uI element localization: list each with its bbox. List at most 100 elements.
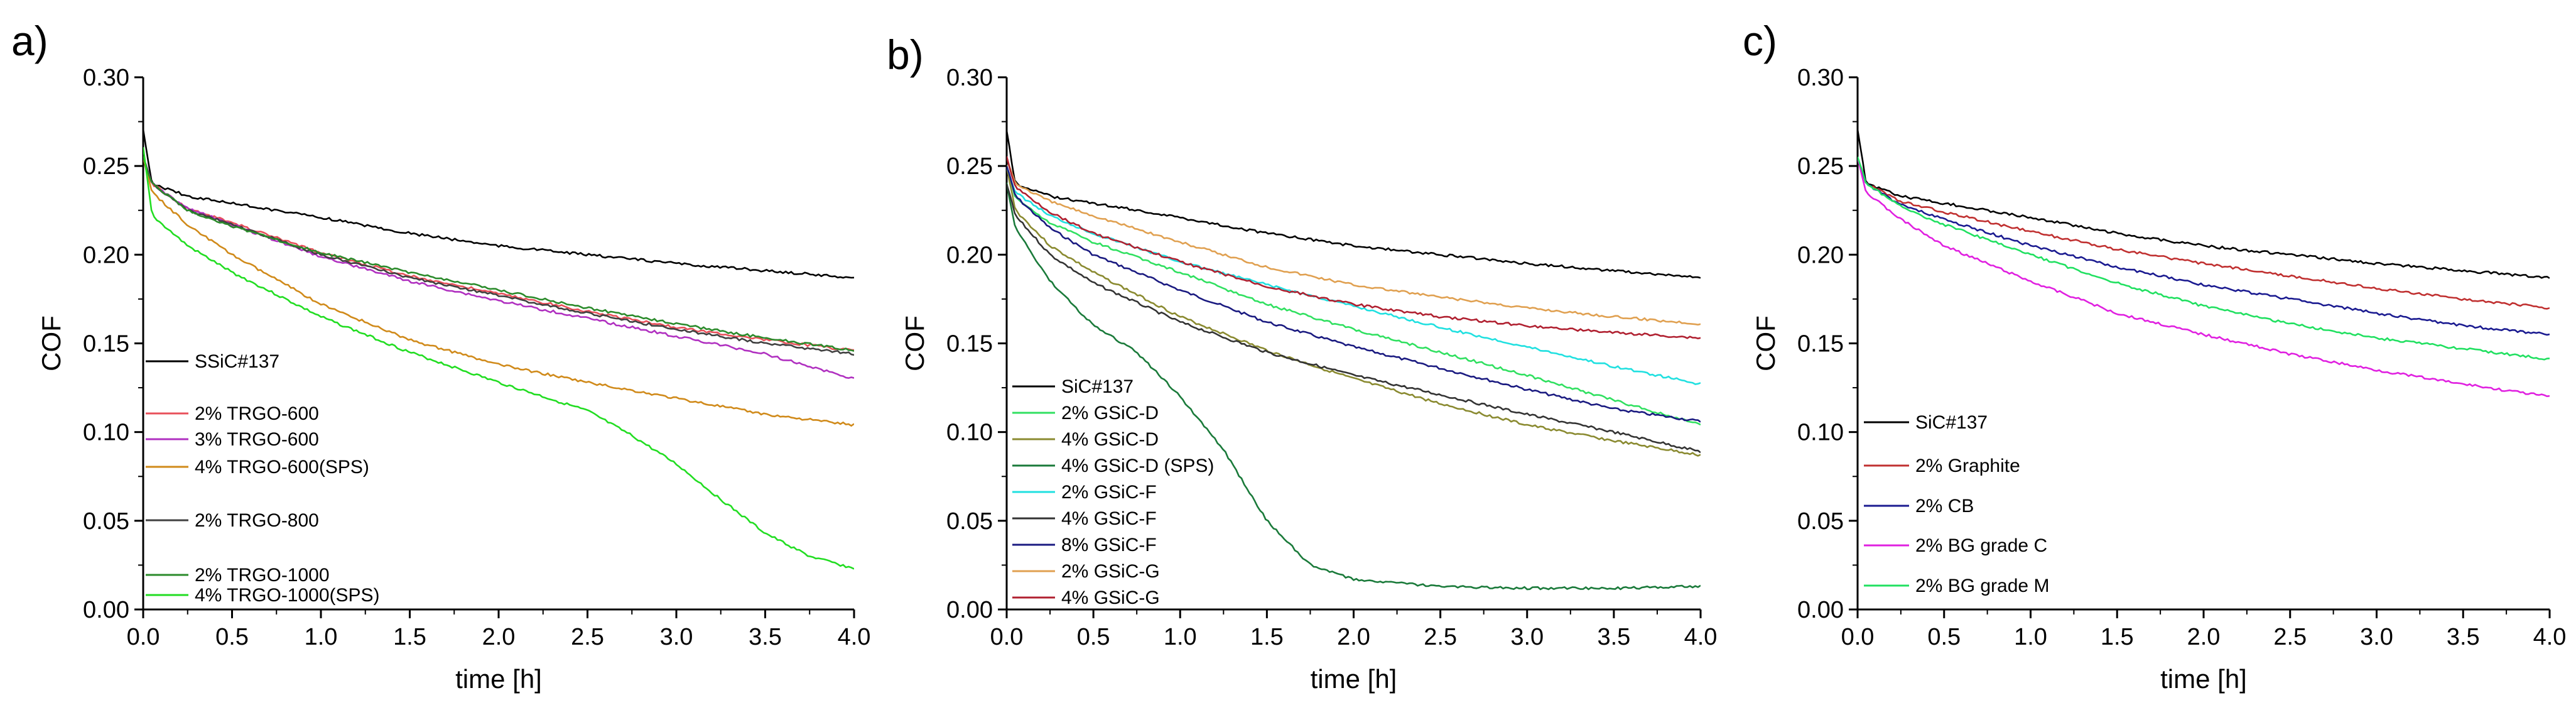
x-tick-label: 3.5 [2447,624,2480,650]
x-tick-label: 2.0 [482,624,516,650]
panel-label: b) [887,31,924,78]
chart-panel-2: b) 0.00 0.05 0.10 0.15 0.20 0.25 0.30 0.0 0.5 1.0 1… [887,31,1717,694]
x-tick-label: 4.0 [838,624,871,650]
y-tick-label: 0.00 [1797,597,1844,623]
legend-entry: SiC#137 [1915,412,1988,433]
series-line-2-gsic-d [1007,165,1701,426]
y-tick-label: 0.15 [83,331,129,358]
legend-entry: 4% GSiC-G [1061,587,1160,608]
series-line-2-graphite [1858,158,2550,310]
legend-entry: 4% TRGO-1000(SPS) [195,585,380,606]
legend-entry: 4% GSiC-D (SPS) [1061,456,1214,476]
series-line-4-trgo-600-sps- [143,157,854,427]
x-tick-label: 1.5 [2101,624,2134,650]
x-tick-label: 2.5 [2273,624,2307,650]
legend-entry: 4% TRGO-600(SPS) [195,457,369,478]
legend-entry: 2% BG grade C [1915,535,2047,556]
series-line-2-gsic-f [1007,167,1701,385]
x-tick-label: 1.0 [2014,624,2047,650]
y-axis-title: COF [36,315,66,371]
x-tick-label: 0.5 [215,624,249,650]
chart-panel-3: c) 0.00 0.05 0.10 0.15 0.20 0.25 0.30 0.0 0.5 1.0 1… [1743,18,2566,694]
x-tick-label: 3.0 [660,624,693,650]
legend-entry: 2% TRGO-800 [195,510,319,531]
x-tick-label: 3.5 [749,624,782,650]
series-line-3-trgo-600 [143,157,854,380]
y-tick-label: 0.25 [83,153,129,180]
panel-label: c) [1743,18,1777,64]
legend-entry: SSiC#137 [195,351,279,372]
y-tick-label: 0.05 [1797,508,1844,535]
x-tick-label: 0.0 [1841,624,1875,650]
legend-entry: 4% GSiC-F [1061,508,1157,529]
y-tick-label: 0.30 [83,65,129,91]
y-tick-label: 0.05 [946,508,993,535]
y-tick-label: 0.20 [946,242,993,268]
y-tick-label: 0.20 [83,242,129,268]
x-axis-title: time [h] [2160,664,2247,694]
y-tick-label: 0.10 [1797,420,1844,446]
x-tick-label: 4.0 [2533,624,2567,650]
panel-label: a) [11,18,48,64]
y-tick-label: 0.15 [946,331,993,358]
x-tick-label: 0.5 [1927,624,1961,650]
x-tick-label: 1.0 [305,624,338,650]
series-line-sic-137 [1858,129,2550,279]
legend-entry: 8% GSiC-F [1061,535,1157,555]
series-line-2-trgo-600 [143,158,854,351]
legend-entry: 3% TRGO-600 [195,429,319,450]
y-tick-label: 0.05 [83,508,129,535]
legend-entry: 2% BG grade M [1915,576,2049,596]
legend-entry: 2% CB [1915,496,1974,516]
x-tick-label: 2.0 [1337,624,1370,650]
x-tick-label: 0.0 [127,624,160,650]
x-tick-label: 0.0 [990,624,1024,650]
legend-entry: 2% Graphite [1915,456,2020,476]
x-tick-label: 2.5 [1424,624,1457,650]
x-tick-label: 3.5 [1597,624,1630,650]
legend-entry: 2% GSiC-D [1061,403,1159,423]
series-line-4-gsic-d [1007,165,1701,457]
x-tick-label: 1.5 [393,624,426,650]
legend-entry: 4% GSiC-D [1061,429,1159,450]
chart-panel-1: a) 0.00 0.05 0.10 0.15 0.20 0.25 0.30 0.0 0.5 1.0 1… [11,18,870,694]
series-line-2-bg-grade-m [1858,156,2550,361]
y-tick-label: 0.25 [1797,153,1844,180]
y-tick-label: 0.20 [1797,242,1844,268]
y-tick-label: 0.30 [1797,65,1844,91]
series-line-ssic-137 [143,129,854,279]
legend-entry: 2% GSiC-F [1061,482,1157,503]
series-line-2-cb [1858,157,2550,336]
series-line-2-trgo-1000 [143,156,854,352]
x-tick-label: 3.0 [2360,624,2393,650]
y-tick-label: 0.30 [946,65,993,91]
x-axis-title: time [h] [455,664,542,694]
x-tick-label: 1.0 [1164,624,1197,650]
x-axis-title: time [h] [1311,664,1397,694]
y-axis-title: COF [1751,315,1780,371]
x-tick-label: 0.5 [1077,624,1110,650]
x-tick-label: 2.0 [2187,624,2221,650]
y-tick-label: 0.25 [946,153,993,180]
y-tick-label: 0.15 [1797,331,1844,358]
series-line-4-gsic-g [1007,156,1701,340]
series-line-4-gsic-f [1007,183,1701,454]
y-tick-label: 0.10 [83,420,129,446]
series-line-2-gsic-g [1007,156,1701,326]
series-line-sic-137 [1007,130,1701,279]
x-tick-label: 1.5 [1250,624,1284,650]
legend-entry: 2% GSiC-G [1061,561,1160,582]
x-tick-label: 3.0 [1510,624,1544,650]
series-line-2-bg-grade-c [1858,156,2550,398]
y-axis-title: COF [900,315,929,371]
series-line-4-gsic-d-sps- [1007,182,1701,591]
y-tick-label: 0.10 [946,420,993,446]
series-line-4-trgo-1000-sps- [143,147,854,570]
y-tick-label: 0.00 [83,597,129,623]
x-tick-label: 2.5 [571,624,604,650]
series-line-2-trgo-800 [143,156,854,356]
x-tick-label: 4.0 [1684,624,1718,650]
series-line-8-gsic-f [1007,165,1701,423]
legend-entry: 2% TRGO-1000 [195,565,330,586]
legend-entry: 2% TRGO-600 [195,403,319,424]
